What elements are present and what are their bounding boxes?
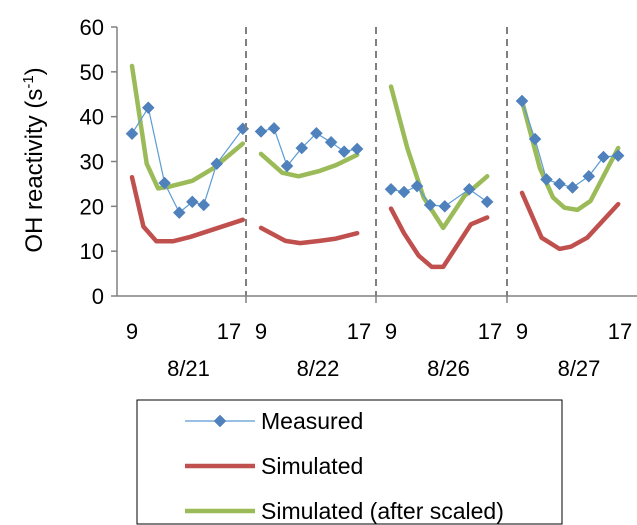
- legend-label: Simulated: [261, 453, 363, 479]
- measured-point: [515, 94, 529, 108]
- measured-point: [185, 195, 199, 209]
- x-tick-label-start: 9: [516, 319, 528, 344]
- series-scaled-line: [519, 98, 621, 213]
- legend-label: Simulated (after scaled): [261, 498, 504, 524]
- y-axis-label-superscript: -1: [20, 75, 37, 88]
- x-tick-label-start: 9: [385, 319, 397, 344]
- measured-point: [350, 142, 364, 156]
- x-tick-label-start: 9: [255, 319, 267, 344]
- measured-point: [597, 150, 610, 164]
- measured-point: [480, 195, 494, 209]
- measured-point: [553, 177, 566, 191]
- x-tick-label-end: 17: [608, 319, 632, 344]
- measured-point: [125, 127, 139, 141]
- measured-point: [337, 145, 351, 158]
- legend-entry-scaled: Simulated (after scaled): [185, 498, 504, 524]
- measured-point: [280, 159, 294, 173]
- measured-point: [254, 125, 268, 138]
- y-axis-label: OH reactivity (s-1): [20, 67, 48, 252]
- legend-entry-measured: Measured: [185, 408, 363, 434]
- measured-point: [310, 126, 323, 140]
- panel-8-22: [254, 121, 364, 246]
- y-tick-label: 10: [80, 239, 104, 264]
- measured-point: [295, 141, 309, 155]
- y-tick-label: 20: [80, 194, 104, 219]
- measured-point: [582, 169, 596, 183]
- y-tick-label: 40: [80, 105, 104, 130]
- measured-point: [172, 206, 186, 219]
- measured-point: [158, 176, 171, 190]
- panel-8-26: [384, 84, 494, 270]
- measured-point: [324, 135, 338, 149]
- series-measured-line: [131, 106, 244, 214]
- y-tick-label: 0: [92, 284, 104, 309]
- panel-date-label: 8/21: [167, 356, 210, 381]
- measured-point: [384, 182, 398, 196]
- series-scaled-line: [258, 151, 360, 179]
- x-tick-label-end: 17: [478, 319, 502, 344]
- measured-point: [141, 101, 155, 115]
- measured-point: [611, 149, 625, 163]
- legend-entry-simulated: Simulated: [185, 453, 363, 479]
- x-tick-label-end: 17: [217, 319, 241, 344]
- measured-point: [438, 199, 452, 213]
- series-simulated-line: [129, 174, 246, 244]
- measured-point: [528, 132, 542, 146]
- series-scaled-line: [129, 63, 246, 191]
- measured-point: [410, 179, 424, 193]
- y-tick-label: 50: [80, 60, 104, 85]
- measured-point: [210, 157, 224, 171]
- measured-point: [197, 198, 211, 212]
- legend-label: Measured: [261, 408, 363, 434]
- panel-8-27: [515, 94, 625, 252]
- series-simulated-line: [519, 190, 621, 252]
- measured-point: [540, 173, 553, 186]
- y-tick-label: 60: [80, 15, 104, 40]
- measured-point: [267, 121, 281, 135]
- panel-8-21: [125, 63, 250, 244]
- series-simulated-line: [388, 206, 490, 270]
- legend-measured-marker: [213, 414, 227, 428]
- measured-point: [397, 185, 411, 199]
- measured-point: [462, 182, 476, 196]
- axes: OH reactivity (s-1) 0 10 20 30 40 50 60 9 17 8/21…: [20, 15, 637, 381]
- series-simulated-line: [258, 225, 360, 246]
- plot-area: [125, 63, 625, 270]
- x-tick-label-start: 9: [126, 319, 138, 344]
- legend: Measured Simulated Simulated (after scaled…: [136, 399, 563, 525]
- measured-point: [236, 122, 250, 136]
- x-tick-label-end: 17: [347, 319, 371, 344]
- panel-date-label: 8/26: [427, 356, 470, 381]
- panel-date-label: 8/22: [297, 356, 340, 381]
- panel-date-label: 8/27: [558, 356, 601, 381]
- measured-point: [566, 181, 579, 194]
- y-axis-label-close: ): [21, 67, 48, 75]
- measured-point: [423, 198, 437, 212]
- y-tick-label: 30: [80, 150, 104, 175]
